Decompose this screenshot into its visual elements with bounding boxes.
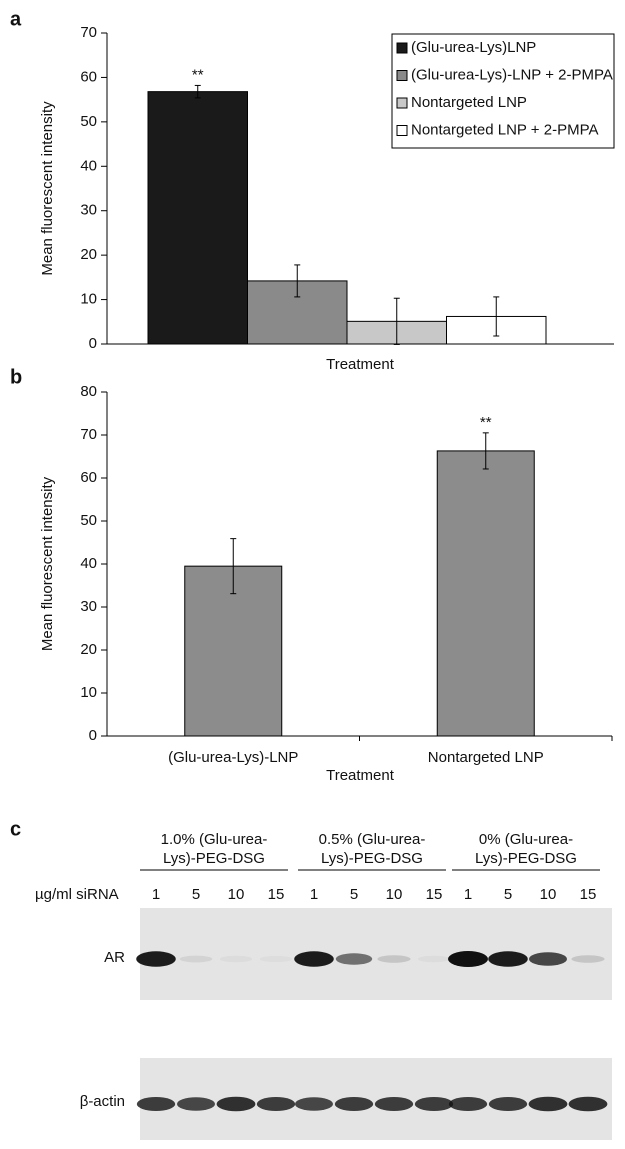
lane-label: 15: [268, 886, 285, 903]
lane-label: 15: [426, 886, 443, 903]
band: [220, 956, 252, 962]
panel-label: c: [10, 818, 21, 840]
y-tick-label: 50: [80, 512, 97, 529]
row-label: µg/ml siRNA: [35, 886, 119, 903]
y-tick-label: 70: [80, 24, 97, 41]
band: [180, 956, 213, 963]
band: [569, 1097, 608, 1112]
band: [375, 1097, 413, 1111]
band: [336, 953, 372, 965]
significance: **: [192, 66, 204, 83]
band: [137, 1097, 175, 1111]
group-label: 0.5% (Glu-urea-: [319, 831, 426, 848]
y-tick-label: 80: [80, 383, 97, 400]
band: [488, 951, 528, 967]
x-axis-label: Treatment: [326, 356, 395, 373]
bar: [437, 451, 534, 736]
lane-label: 1: [310, 886, 318, 903]
legend-label: (Glu-urea-Lys)-LNP + 2-PMPA: [411, 66, 613, 83]
band: [529, 952, 567, 966]
y-tick-label: 10: [80, 291, 97, 308]
lane-label: 10: [540, 886, 557, 903]
legend-label: Nontargeted LNP: [411, 94, 527, 111]
group-label: 0% (Glu-urea-: [479, 831, 573, 848]
panel-label: b: [10, 366, 22, 388]
lane-label: 10: [228, 886, 245, 903]
legend-swatch: [397, 126, 407, 136]
y-tick-label: 10: [80, 684, 97, 701]
band: [217, 1097, 256, 1112]
panel-label: a: [10, 8, 22, 30]
y-tick-label: 20: [80, 246, 97, 263]
y-tick-label: 30: [80, 598, 97, 615]
legend-label: Nontargeted LNP + 2-PMPA: [411, 121, 598, 138]
legend-swatch: [397, 71, 407, 81]
band: [177, 1097, 215, 1111]
band-label: β-actin: [80, 1093, 125, 1110]
lane-label: 5: [504, 886, 512, 903]
y-tick-label: 40: [80, 555, 97, 572]
band: [529, 1097, 568, 1112]
band: [335, 1097, 373, 1111]
legend-swatch: [397, 43, 407, 53]
lane-label: 1: [464, 886, 472, 903]
band: [415, 1097, 453, 1111]
y-axis-label: Mean fluorescent intensity: [39, 101, 56, 276]
y-tick-label: 20: [80, 641, 97, 658]
y-tick-label: 60: [80, 469, 97, 486]
band: [448, 951, 488, 967]
band-label: AR: [104, 949, 125, 966]
y-tick-label: 0: [89, 727, 97, 744]
y-tick-label: 0: [89, 335, 97, 352]
band: [136, 951, 176, 967]
band: [294, 951, 334, 967]
lane-label: 5: [192, 886, 200, 903]
lane-label: 5: [350, 886, 358, 903]
band: [418, 956, 450, 962]
group-label: Lys)-PEG-DSG: [163, 850, 265, 867]
y-tick-label: 60: [80, 68, 97, 85]
lane-label: 1: [152, 886, 160, 903]
band: [489, 1097, 527, 1111]
group-label: 1.0% (Glu-urea-: [161, 831, 268, 848]
lane-label: 10: [386, 886, 403, 903]
lane-label: 15: [580, 886, 597, 903]
y-tick-label: 50: [80, 113, 97, 130]
band: [377, 955, 410, 963]
y-tick-label: 40: [80, 157, 97, 174]
legend-label: (Glu-urea-Lys)LNP: [411, 39, 536, 56]
band: [257, 1097, 295, 1111]
band: [295, 1097, 333, 1111]
x-tick-label: Nontargeted LNP: [428, 749, 544, 766]
bar: [148, 92, 248, 344]
group-label: Lys)-PEG-DSG: [321, 850, 423, 867]
y-tick-label: 30: [80, 202, 97, 219]
legend-swatch: [397, 98, 407, 108]
band: [260, 956, 292, 962]
band: [449, 1097, 487, 1111]
y-tick-label: 70: [80, 426, 97, 443]
x-axis-label: Treatment: [326, 767, 395, 784]
band: [571, 955, 604, 963]
figure: aMean fluorescent intensityTreatment0102…: [0, 0, 625, 1149]
group-label: Lys)-PEG-DSG: [475, 850, 577, 867]
x-tick-label: (Glu-urea-Lys)-LNP: [168, 749, 298, 766]
significance: **: [480, 414, 492, 431]
y-axis-label: Mean fluorescent intensity: [39, 476, 56, 651]
